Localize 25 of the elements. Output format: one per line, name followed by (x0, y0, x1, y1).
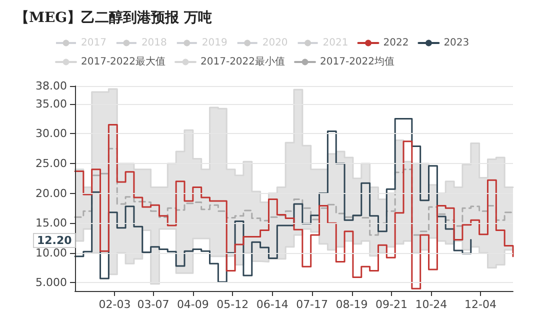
text: 12.20 (37, 234, 72, 247)
x-tick-label: 10-24 (415, 298, 448, 311)
x-tick-label: 03-07 (137, 298, 170, 311)
legend-label: 2017-2022最大值 (81, 56, 166, 68)
y-tick-label: 20.00 (36, 186, 67, 200)
legend-label: 2017-2022最小值 (200, 56, 286, 68)
chart-title: 【MEG】乙二醇到港预报 万吨 (15, 9, 212, 26)
x-tick-label: 12-04 (464, 298, 496, 311)
y-tick-label: 10.00 (36, 246, 67, 260)
y-tick-label: 5.000 (36, 276, 67, 290)
x-tick-label: 08-19 (336, 298, 368, 311)
x-tick-label: 02-03 (98, 298, 131, 311)
legend-label: 2023 (444, 38, 470, 48)
legend-label: 2022 (383, 38, 409, 48)
x-tick-label: 04-09 (176, 298, 209, 311)
y-tick-label: 25.00 (36, 156, 67, 170)
x-tick-label: 06-14 (256, 298, 288, 311)
y-tick-label: 15.00 (36, 216, 67, 230)
x-tick-label: 09-21 (375, 298, 408, 311)
y-tick-label: 30.00 (36, 127, 67, 140)
legend-label: 2017-2022均值 (320, 56, 395, 68)
x-tick-label: 07-17 (296, 298, 328, 311)
y-tick-label: 38.00 (36, 80, 67, 92)
x-tick-label: 05-12 (216, 298, 249, 311)
y-tick-label: 35.00 (36, 97, 67, 110)
